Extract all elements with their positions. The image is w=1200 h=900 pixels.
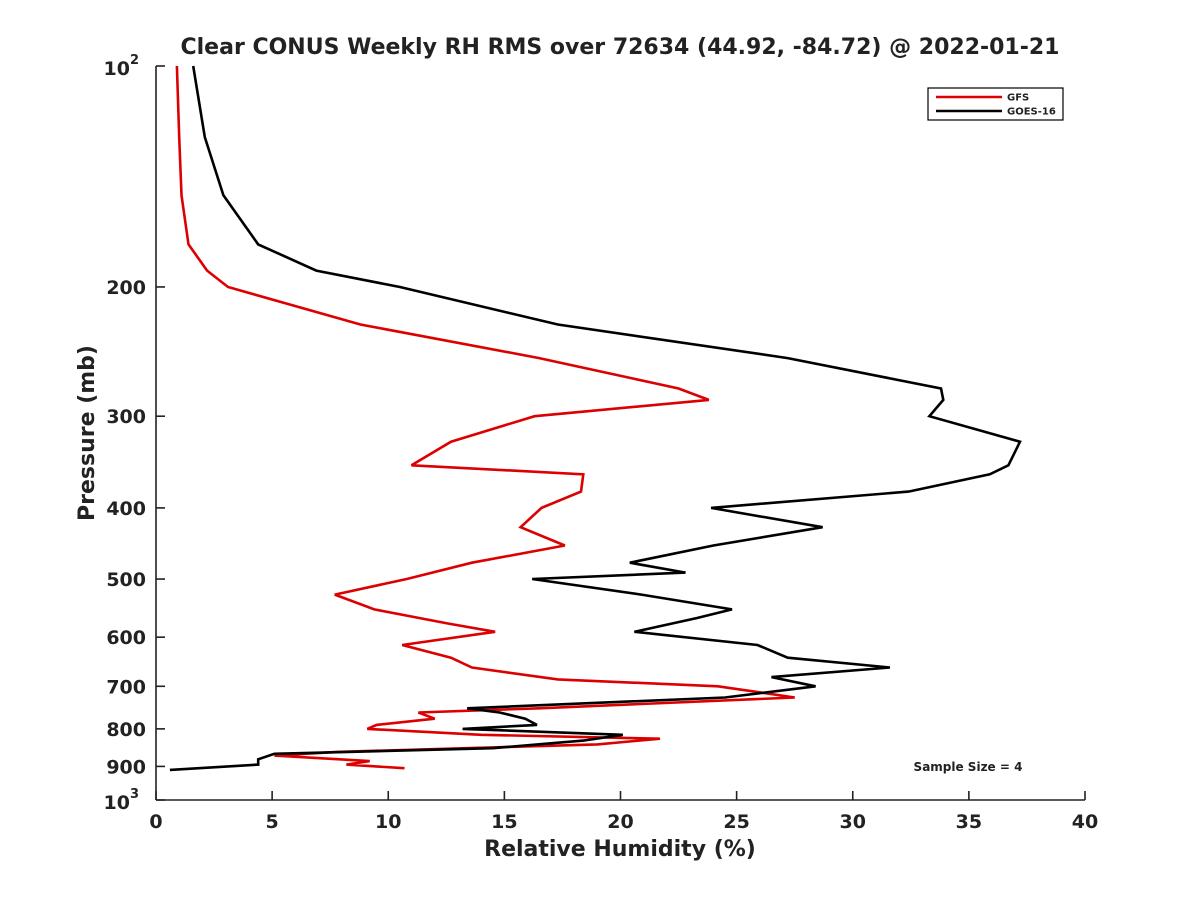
series-line-goes16 — [169, 65, 1022, 772]
x-tick-label-30: 30 — [840, 811, 866, 833]
x-tick-label-10: 10 — [375, 811, 401, 833]
y-axis-label: Pressure (mb) — [75, 345, 100, 521]
y-tick-label-300: 300 — [106, 406, 146, 428]
x-tick-label-25: 25 — [723, 811, 749, 833]
y-tick-label-800: 800 — [106, 719, 146, 741]
y-tick-label-1000: 10 3 — [104, 787, 140, 814]
y-tick-label-base: 10 — [104, 792, 130, 814]
legend-label-gfs: GFS — [1007, 93, 1029, 104]
x-tick-label-35: 35 — [956, 811, 982, 833]
chart-title: Clear CONUS Weekly RH RMS over 72634 (44… — [181, 35, 1060, 60]
x-tick-label-15: 15 — [491, 811, 517, 833]
y-tick-label-exponent: 2 — [130, 53, 139, 68]
y-tick-label-400: 400 — [106, 498, 146, 520]
legend-label-goes16: GOES-16 — [1007, 107, 1056, 118]
y-tick-label-base: 10 — [104, 58, 130, 80]
legend-box — [927, 87, 1064, 121]
x-axis-label: Relative Humidity (%) — [484, 837, 756, 862]
legend: GFS GOES-16 — [927, 87, 1064, 121]
sample-size-annotation: Sample Size = 4 — [914, 760, 1023, 774]
y-tick-label-200: 200 — [106, 277, 146, 299]
y-tick-label-900: 900 — [106, 756, 146, 778]
series-layer — [169, 65, 1022, 772]
x-tick-label-40: 40 — [1072, 811, 1098, 833]
y-tick-label-700: 700 — [106, 676, 146, 698]
y-tick-label-100: 10 2 — [104, 53, 140, 80]
y-tick-label-600: 600 — [106, 627, 146, 649]
y-tick-label-500: 500 — [106, 569, 146, 591]
x-tick-label-5: 5 — [266, 811, 279, 833]
series-line-gfs — [175, 65, 795, 770]
y-tick-label-exponent: 3 — [130, 787, 139, 802]
x-tick-label-0: 0 — [149, 811, 162, 833]
x-tick-label-20: 20 — [607, 811, 633, 833]
